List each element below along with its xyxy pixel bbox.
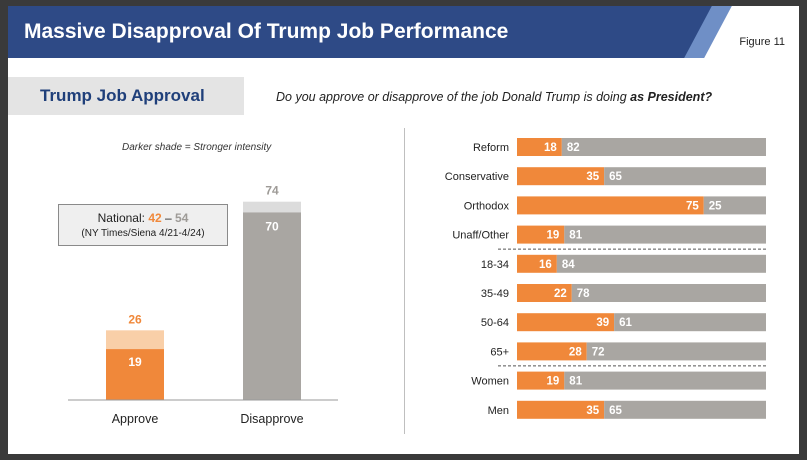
disapprove-value-unaff-other: 81 <box>569 230 582 242</box>
disapprove-bar-65- <box>586 342 766 361</box>
figure-label: Figure 11 <box>739 36 785 48</box>
row-label-35-49: 35-49 <box>481 288 509 300</box>
approve-bar-50-64 <box>517 313 615 332</box>
row-label-orthodox: Orthodox <box>464 200 510 212</box>
row-label-conservative: Conservative <box>445 171 509 183</box>
disapprove-strong-label: 70 <box>265 219 279 233</box>
disapprove-value-18-34: 84 <box>562 259 575 271</box>
disapprove-value-orthodox: 25 <box>709 200 722 212</box>
disapprove-value-35-49: 78 <box>577 288 590 300</box>
page-title: Massive Disapproval Of Trump Job Perform… <box>24 20 509 43</box>
question-emphasis: as President? <box>630 90 713 104</box>
header-bar: Massive Disapproval Of Trump Job Perform… <box>8 6 799 58</box>
national-dash: – <box>161 211 176 225</box>
national-source: (NY Times/Siena 4/21-4/24) <box>81 228 205 239</box>
disapprove-bar-women <box>564 371 766 390</box>
intensity-note: Darker shade = Stronger intensity <box>122 142 272 153</box>
approve-value-reform: 18 <box>544 142 557 154</box>
disapprove-bar-orthodox <box>703 196 766 215</box>
slide: Massive Disapproval Of Trump Job Perform… <box>8 6 799 454</box>
approve-bar-men <box>517 400 605 419</box>
disapprove-bar-reform <box>561 138 766 156</box>
approve-value-orthodox: 75 <box>686 200 699 212</box>
chart-subtitle: Trump Job Approval <box>40 86 205 105</box>
row-label-women: Women <box>471 376 509 388</box>
question-text: Do you approve or disapprove of the job … <box>276 90 631 104</box>
national-approve: 42 <box>148 211 162 225</box>
approve-soft-bar <box>106 330 164 350</box>
approve-bar-18-34 <box>517 254 557 273</box>
disapprove-soft-bar <box>243 201 301 213</box>
approve-strong-bar <box>106 349 164 400</box>
national-line: National: 42 – 54 <box>59 211 227 225</box>
disapprove-bar-50-64 <box>614 313 766 332</box>
national-label: National: <box>97 211 149 225</box>
approve-bar-orthodox <box>517 196 704 215</box>
disapprove-total-label: 74 <box>265 184 279 198</box>
approve-value-18-34: 16 <box>539 259 552 271</box>
subtitle-box <box>8 77 244 115</box>
row-label-18-34: 18-34 <box>481 259 509 271</box>
approve-bar-reform <box>517 138 562 156</box>
row-label-reform: Reform <box>473 142 509 154</box>
approve-value-65-: 28 <box>569 346 582 358</box>
approve-value-35-49: 22 <box>554 288 567 300</box>
disapprove-bar-18-34 <box>556 254 766 273</box>
disapprove-strong-bar <box>243 212 301 400</box>
approve-bar-women <box>517 371 565 390</box>
row-label-unaff-other: Unaff/Other <box>452 230 509 242</box>
disapprove-value-reform: 82 <box>567 142 580 154</box>
approve-bar-35-49 <box>517 284 572 302</box>
overall-approval-chart: 19 26 Approve 70 74 Disapprove <box>68 184 338 426</box>
approve-value-men: 35 <box>586 405 599 417</box>
disapprove-value-men: 65 <box>609 405 622 417</box>
approve-bar-65- <box>517 342 587 361</box>
approve-bar-unaff-other <box>517 225 565 244</box>
approve-bar-conservative <box>517 167 605 186</box>
approve-total-label: 26 <box>128 312 142 326</box>
disapprove-bar-35-49 <box>571 284 766 302</box>
national-disapprove: 54 <box>175 211 189 225</box>
disapprove-bar-unaff-other <box>564 225 766 244</box>
survey-question: Do you approve or disapprove of the job … <box>276 90 712 104</box>
approve-strong-label: 19 <box>128 355 142 369</box>
disapprove-value-women: 81 <box>569 376 582 388</box>
approve-value-50-64: 39 <box>596 317 609 329</box>
disapprove-value-conservative: 65 <box>609 171 622 183</box>
approve-category-label: Approve <box>112 412 159 426</box>
approve-value-conservative: 35 <box>586 171 599 183</box>
approve-value-women: 19 <box>547 376 560 388</box>
row-label-50-64: 50-64 <box>481 317 509 329</box>
national-comparison-box: National: 42 – 54 (NY Times/Siena 4/21-4… <box>58 204 228 246</box>
row-label-65-: 65+ <box>490 346 509 358</box>
disapprove-bar-men <box>604 400 766 419</box>
disapprove-value-65-: 72 <box>592 346 605 358</box>
approve-value-unaff-other: 19 <box>547 230 560 242</box>
disapprove-bar-conservative <box>604 167 766 186</box>
disapprove-value-50-64: 61 <box>619 317 632 329</box>
section-divider <box>404 128 405 434</box>
subgroup-approval-chart: Reform 18 82 Conservative 35 65 Orthodox 75 25 Un… <box>445 138 768 419</box>
row-label-men: Men <box>488 405 509 417</box>
disapprove-category-label: Disapprove <box>240 412 303 426</box>
